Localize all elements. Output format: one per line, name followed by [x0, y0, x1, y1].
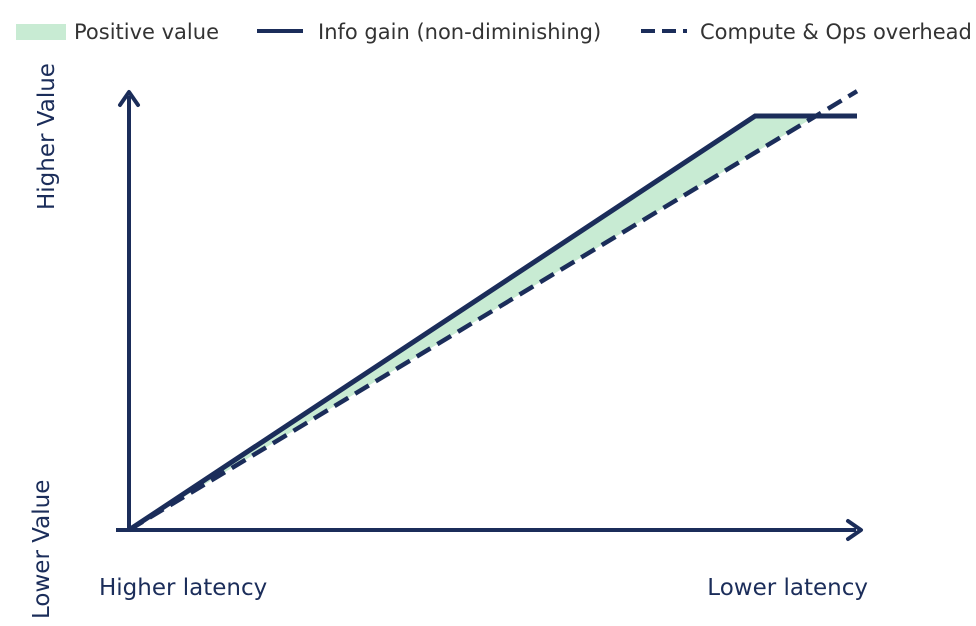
series-line-compute-overhead [127, 89, 859, 532]
y-axis-start-label: Lower Value [29, 480, 55, 619]
y-axis-arrow-icon [118, 90, 140, 107]
x-axis-end-label: Lower latency [707, 575, 868, 601]
y-axis-end-label: Higher Value [34, 63, 60, 210]
x-axis-start-label: Higher latency [99, 575, 267, 601]
legend-swatch-positive-value [16, 24, 66, 40]
legend: Positive value Info gain (non-diminishin… [16, 20, 972, 44]
x-axis-arrow-icon [846, 519, 863, 541]
plot-area [127, 89, 859, 533]
axes [116, 90, 863, 541]
legend-label-info-gain: Info gain (non-diminishing) [318, 20, 601, 44]
legend-label-positive-value: Positive value [74, 20, 219, 44]
series-line-info-gain [127, 113, 857, 533]
legend-label-compute-overhead: Compute & Ops overhead [700, 20, 972, 44]
